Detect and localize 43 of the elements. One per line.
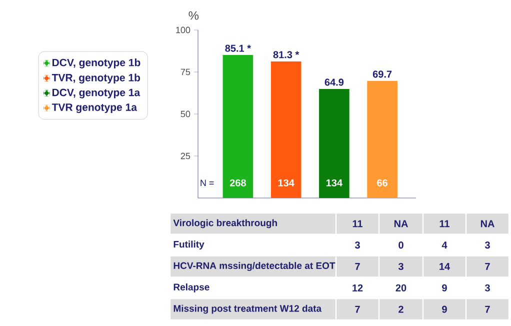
legend-label: DCV, genotype 1a — [52, 88, 140, 98]
text: 14 — [440, 263, 450, 270]
y-tick-label: 75 — [180, 68, 190, 76]
annotation: 134 — [278, 179, 294, 186]
data-label: 85.1 * — [225, 44, 251, 52]
text: 9 — [442, 306, 447, 313]
text: 4 — [442, 242, 448, 249]
legend-label: TVR, genotype 1b — [52, 74, 140, 84]
data-label: 69.7 — [372, 70, 392, 78]
text: NA — [394, 220, 408, 228]
text: Futility — [174, 240, 204, 250]
text: 3 — [484, 284, 490, 292]
annotation: 66 — [377, 179, 388, 186]
annotation: 268 — [230, 179, 246, 186]
legend-label: DCV, genotype 1b — [52, 58, 140, 68]
text: 20 — [396, 284, 406, 292]
text: 7 — [485, 263, 490, 270]
text: 12 — [352, 284, 363, 292]
text: 2 — [398, 306, 404, 313]
text: 3 — [398, 262, 404, 270]
y-tick-label: 100 — [176, 26, 190, 34]
text: 11 — [352, 220, 363, 228]
annotation: 134 — [326, 179, 342, 186]
y-axis-title: % — [188, 11, 199, 20]
text: 3 — [354, 242, 360, 249]
text: 7 — [355, 306, 360, 313]
text: 7 — [485, 306, 490, 313]
text: 9 — [442, 284, 447, 292]
annotation: N = — [200, 180, 214, 186]
text: NA — [480, 220, 494, 228]
text: Missing post treatment W12 data — [174, 304, 322, 314]
y-tick-label: 50 — [180, 110, 190, 118]
legend-label: TVR genotype 1a — [52, 104, 138, 114]
text: Virologic breakthrough — [173, 219, 277, 228]
text: 3 — [484, 242, 490, 249]
text: 0 — [398, 242, 404, 249]
text: 11 — [440, 220, 450, 228]
data-label: 81.3 * — [273, 51, 300, 58]
data-label: 64.9 — [324, 78, 344, 86]
text: 7 — [355, 263, 360, 270]
y-tick-label: 25 — [180, 152, 190, 160]
text: HCV-RNA mssing/detectable at EOT — [174, 262, 336, 271]
text: Relapse — [174, 283, 210, 292]
